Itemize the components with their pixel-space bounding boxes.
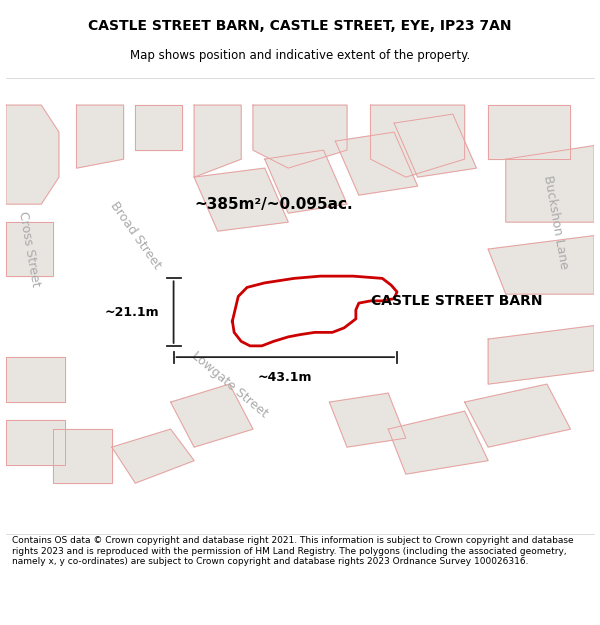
Text: ~385m²/~0.095ac.: ~385m²/~0.095ac.	[194, 197, 353, 212]
Text: CASTLE STREET BARN: CASTLE STREET BARN	[371, 294, 542, 308]
Polygon shape	[394, 114, 476, 177]
Polygon shape	[335, 132, 418, 195]
Text: CASTLE STREET BARN, CASTLE STREET, EYE, IP23 7AN: CASTLE STREET BARN, CASTLE STREET, EYE, …	[88, 19, 512, 32]
Polygon shape	[53, 429, 112, 483]
Polygon shape	[194, 168, 288, 231]
Text: Map shows position and indicative extent of the property.: Map shows position and indicative extent…	[130, 49, 470, 62]
Polygon shape	[112, 429, 194, 483]
Polygon shape	[488, 236, 594, 294]
Text: Broad Street: Broad Street	[107, 199, 163, 272]
Text: ~43.1m: ~43.1m	[258, 371, 313, 384]
Polygon shape	[194, 105, 241, 177]
Polygon shape	[232, 276, 397, 346]
Text: ~21.1m: ~21.1m	[104, 306, 159, 319]
Polygon shape	[77, 105, 124, 168]
Polygon shape	[6, 222, 53, 276]
Polygon shape	[371, 105, 464, 177]
Polygon shape	[6, 357, 65, 402]
Polygon shape	[253, 105, 347, 168]
Polygon shape	[488, 105, 571, 159]
Polygon shape	[488, 326, 594, 384]
Polygon shape	[136, 105, 182, 150]
Polygon shape	[329, 393, 406, 447]
Polygon shape	[265, 150, 347, 213]
Polygon shape	[388, 411, 488, 474]
Polygon shape	[6, 420, 65, 465]
Polygon shape	[464, 384, 571, 447]
Text: Contains OS data © Crown copyright and database right 2021. This information is : Contains OS data © Crown copyright and d…	[12, 536, 574, 566]
Polygon shape	[506, 146, 594, 222]
Polygon shape	[6, 105, 59, 204]
Text: Lowgate Street: Lowgate Street	[189, 349, 270, 419]
Polygon shape	[170, 384, 253, 447]
Text: Buckshon Lane: Buckshon Lane	[541, 174, 571, 270]
Text: Cross Street: Cross Street	[16, 211, 43, 288]
